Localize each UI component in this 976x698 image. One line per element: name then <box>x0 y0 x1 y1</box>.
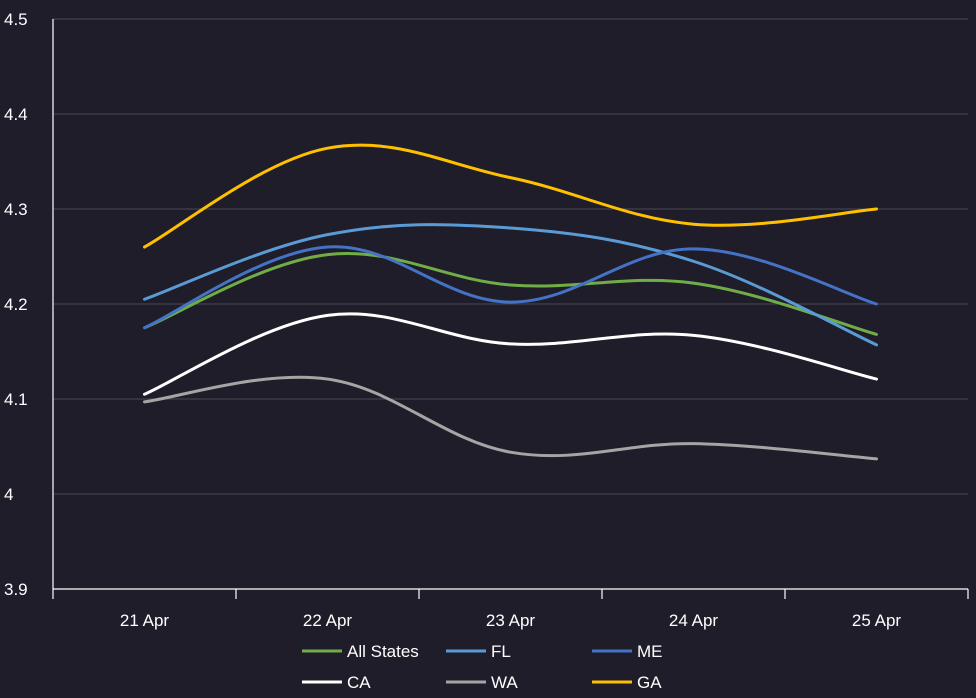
y-tick-label: 4.2 <box>4 295 28 314</box>
legend-label: FL <box>491 642 511 661</box>
series-line-ca <box>143 312 878 396</box>
legend-item-fl: FL <box>446 642 511 661</box>
x-tick-label: 24 Apr <box>669 611 718 630</box>
legend-item-wa: WA <box>446 673 518 692</box>
y-tick-label: 4.4 <box>4 105 28 124</box>
x-tick-label: 25 Apr <box>852 611 901 630</box>
legend-item-me: ME <box>592 642 663 661</box>
legend-label: WA <box>491 673 518 692</box>
legend-label: GA <box>637 673 662 692</box>
series-line-wa <box>143 375 878 461</box>
y-tick-label: 4 <box>4 485 13 504</box>
y-tick-labels: 3.9 4 4.1 4.2 4.3 4.4 4.5 <box>4 10 28 599</box>
series-line-fl <box>143 223 878 347</box>
legend-label: All States <box>347 642 419 661</box>
series-line-me <box>143 245 878 330</box>
y-tick-label: 4.5 <box>4 10 28 29</box>
legend-label: CA <box>347 673 371 692</box>
series-lines <box>143 143 878 461</box>
legend-label: ME <box>637 642 663 661</box>
series-line-ga <box>143 143 878 249</box>
x-tick-labels: 21 Apr 22 Apr 23 Apr 24 Apr 25 Apr <box>120 611 901 630</box>
series-line-all-states <box>143 252 878 336</box>
legend: All States FL ME CA WA GA <box>302 642 663 692</box>
legend-item-all-states: All States <box>302 642 419 661</box>
x-tick-label: 22 Apr <box>303 611 352 630</box>
axes <box>52 19 969 599</box>
y-tick-label: 4.3 <box>4 200 28 219</box>
y-tick-label: 3.9 <box>4 580 28 599</box>
x-tick-label: 21 Apr <box>120 611 169 630</box>
x-tick-label: 23 Apr <box>486 611 535 630</box>
legend-item-ca: CA <box>302 673 371 692</box>
legend-item-ga: GA <box>592 673 662 692</box>
y-tick-label: 4.1 <box>4 390 28 409</box>
